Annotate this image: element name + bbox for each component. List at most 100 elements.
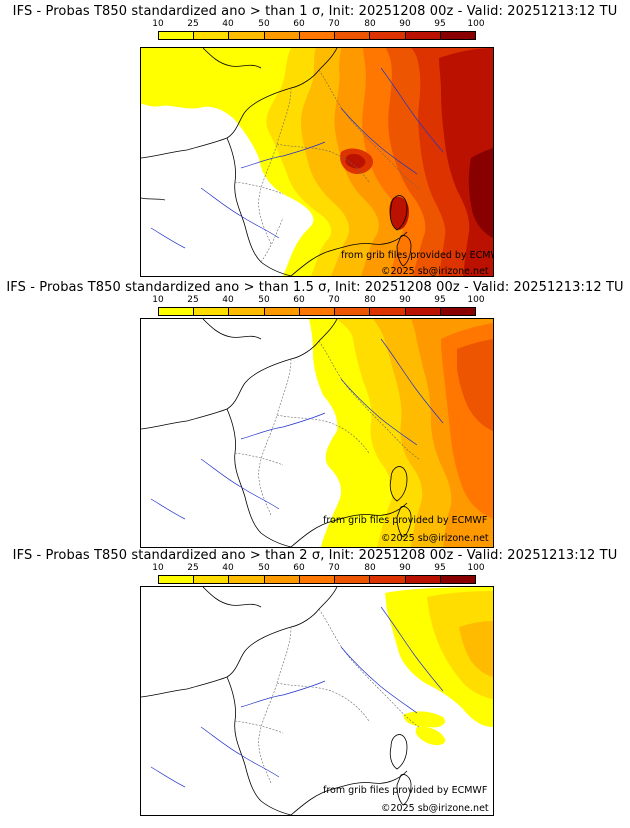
legend-swatch	[440, 308, 475, 315]
legend-tick: 95	[434, 295, 446, 305]
legend-tick: 10	[152, 19, 164, 29]
color-legend: 10 25 40 50 60 70 80 90 95 100	[152, 295, 485, 318]
prob-area-40	[459, 621, 493, 677]
legend-swatch	[229, 308, 265, 315]
prob-area-95	[468, 148, 493, 238]
legend-swatch	[194, 576, 230, 583]
coastlines	[141, 587, 412, 815]
legend-swatch	[335, 32, 371, 39]
rivers	[150, 67, 444, 249]
legend-swatch	[264, 308, 300, 315]
legend-swatch	[194, 32, 230, 39]
legend-tick: 90	[399, 19, 411, 29]
legend-tick: 40	[222, 19, 234, 29]
legend-tick: 100	[467, 563, 485, 573]
legend-swatch	[370, 576, 406, 583]
color-legend: 10 25 40 50 60 70 80 90 95 100	[152, 563, 485, 586]
map-canvas: from grib files provided by ECMWF ©2025 …	[141, 587, 493, 815]
legend-tick: 40	[222, 295, 234, 305]
legend-tick: 10	[152, 295, 164, 305]
legend-swatch	[405, 576, 441, 583]
panel-title: IFS - Probas T850 standardized ano > tha…	[6, 280, 624, 295]
map-canvas: from grib files provided by ECMWF ©2025 …	[141, 48, 493, 276]
legend-tick: 25	[187, 19, 199, 29]
legend-ticks: 10 25 40 50 60 70 80 90 95 100	[152, 19, 484, 30]
legend-swatch	[229, 32, 265, 39]
panel-title: IFS - Probas T850 standardized ano > tha…	[12, 4, 618, 19]
legend-swatch	[159, 32, 195, 39]
legend-swatch	[370, 32, 406, 39]
probability-map: from grib files provided by ECMWF ©2025 …	[140, 586, 494, 816]
legend-tick: 70	[328, 19, 340, 29]
legend-swatch	[405, 308, 441, 315]
legend-tick: 25	[187, 563, 199, 573]
legend-swatch	[299, 308, 336, 315]
color-legend: 10 25 40 50 60 70 80 90 95 100	[152, 19, 485, 42]
legend-color-bar	[158, 575, 476, 584]
legend-swatch	[159, 308, 195, 315]
legend-tick: 100	[467, 19, 485, 29]
legend-swatch	[335, 576, 371, 583]
legend-tick: 60	[293, 295, 305, 305]
map-credit-copyright: ©2025 sb@irizone.net	[381, 533, 489, 544]
legend-swatch	[440, 32, 475, 39]
prob-area-70	[457, 339, 493, 431]
admin-borders	[234, 608, 420, 784]
prob-pocket-sardinia	[415, 726, 446, 746]
legend-tick: 50	[258, 19, 270, 29]
legend-tick: 95	[434, 563, 446, 573]
legend-tick: 95	[434, 19, 446, 29]
panel-title: IFS - Probas T850 standardized ano > tha…	[12, 548, 618, 563]
legend-tick: 80	[364, 563, 376, 573]
map-credit-copyright: ©2025 sb@irizone.net	[381, 266, 489, 276]
legend-tick: 50	[258, 563, 270, 573]
legend-ticks: 10 25 40 50 60 70 80 90 95 100	[152, 295, 484, 306]
map-credit-grib: from grib files provided by ECMWF	[323, 515, 487, 526]
legend-color-bar	[158, 31, 476, 40]
panel-1-5-sigma: IFS - Probas T850 standardized ano > tha…	[0, 280, 630, 550]
rivers	[150, 606, 444, 788]
legend-tick: 70	[328, 295, 340, 305]
legend-ticks: 10 25 40 50 60 70 80 90 95 100	[152, 563, 484, 574]
legend-swatch	[405, 32, 441, 39]
legend-tick: 90	[399, 563, 411, 573]
prob-area-25	[427, 591, 493, 699]
legend-tick: 10	[152, 563, 164, 573]
prob-pocket-coast	[403, 711, 446, 728]
legend-color-bar	[158, 307, 476, 316]
legend-swatch	[299, 576, 336, 583]
legend-tick: 80	[364, 19, 376, 29]
map-canvas: from grib files provided by ECMWF ©2025 …	[141, 319, 493, 547]
legend-swatch	[370, 308, 406, 315]
legend-swatch	[264, 576, 300, 583]
legend-tick: 60	[293, 563, 305, 573]
panel-2-sigma: IFS - Probas T850 standardized ano > tha…	[0, 548, 630, 824]
legend-swatch	[440, 576, 475, 583]
legend-tick: 70	[328, 563, 340, 573]
panel-1-sigma: IFS - Probas T850 standardized ano > tha…	[0, 4, 630, 277]
legend-swatch	[299, 32, 336, 39]
legend-swatch	[159, 576, 195, 583]
admin-borders	[234, 69, 420, 263]
legend-swatch	[335, 308, 371, 315]
map-credit-copyright: ©2025 sb@irizone.net	[381, 803, 489, 814]
map-credit-grib: from grib files provided by ECMWF	[341, 250, 493, 261]
probability-map: from grib files provided by ECMWF ©2025 …	[140, 47, 494, 277]
prob-pocket-alps-core	[345, 153, 366, 169]
legend-swatch	[264, 32, 300, 39]
legend-swatch	[229, 576, 265, 583]
coastlines	[141, 48, 412, 276]
legend-tick: 25	[187, 295, 199, 305]
legend-swatch	[194, 308, 230, 315]
legend-tick: 90	[399, 295, 411, 305]
legend-tick: 50	[258, 295, 270, 305]
legend-tick: 100	[467, 295, 485, 305]
map-credit-grib: from grib files provided by ECMWF	[323, 785, 487, 796]
rivers	[150, 338, 444, 520]
probability-map: from grib files provided by ECMWF ©2025 …	[140, 318, 494, 548]
prob-area-10b	[459, 697, 493, 719]
legend-tick: 40	[222, 563, 234, 573]
legend-tick: 80	[364, 295, 376, 305]
legend-tick: 60	[293, 19, 305, 29]
admin-borders	[234, 340, 420, 516]
